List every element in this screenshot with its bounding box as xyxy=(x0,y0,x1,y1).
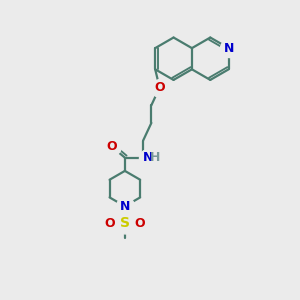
Text: O: O xyxy=(105,217,116,230)
Text: O: O xyxy=(134,217,145,230)
Text: O: O xyxy=(106,140,117,153)
Text: N: N xyxy=(224,42,234,55)
Text: N: N xyxy=(120,200,130,213)
Text: S: S xyxy=(120,216,130,230)
Text: H: H xyxy=(150,151,161,164)
Text: O: O xyxy=(154,81,165,94)
Text: N: N xyxy=(143,151,154,164)
